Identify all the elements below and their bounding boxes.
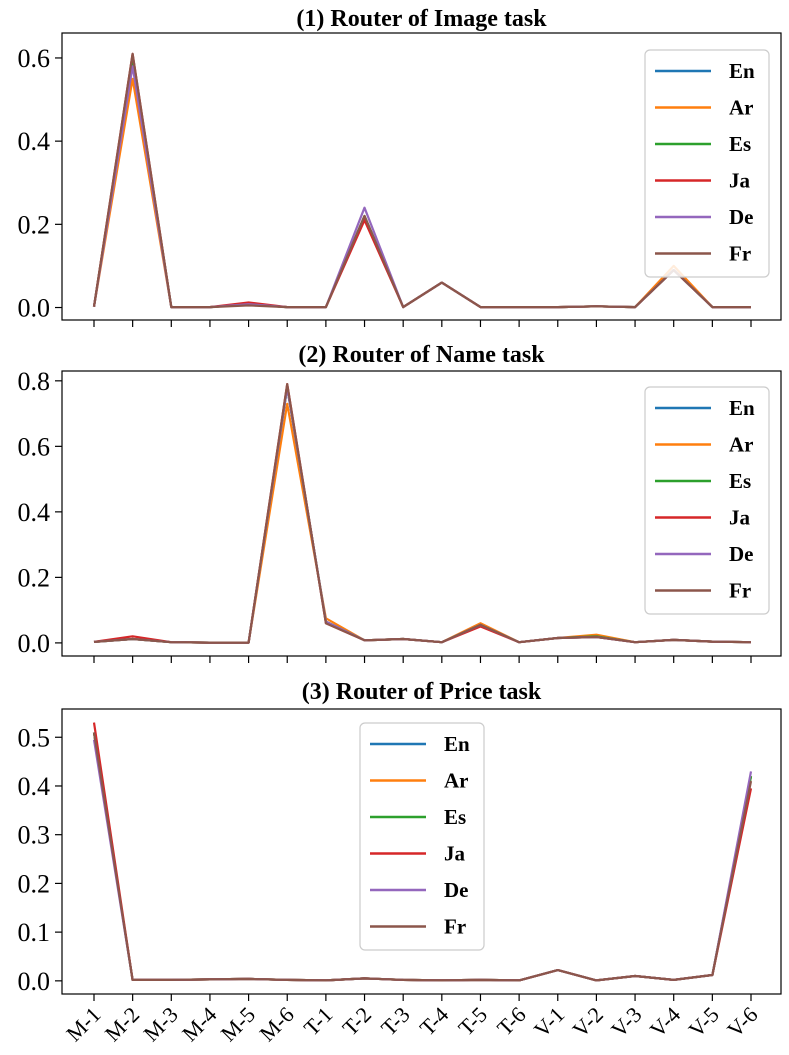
- x-tick-label: V-4: [645, 1002, 685, 1042]
- y-tick-label: 0.4: [18, 127, 51, 156]
- y-tick-label: 0.2: [18, 563, 51, 592]
- x-tick-label: M-3: [138, 1002, 182, 1046]
- x-tick-label: V-6: [722, 1002, 762, 1042]
- x-tick-label: T-3: [376, 1002, 415, 1041]
- subplot-name-task: (2) Router of Name task 0.0 0.2 0.4 0.6 0.8 En…: [18, 342, 782, 663]
- x-tick-label: V-1: [529, 1002, 569, 1042]
- y-tick-label: 0.0: [18, 967, 51, 996]
- x-tick-label: M-1: [61, 1002, 105, 1046]
- axes-frame: [61, 370, 782, 657]
- legend-label-ar: Ar: [729, 433, 754, 457]
- series-line-fr: [92, 52, 751, 309]
- legend-label-es: Es: [444, 805, 466, 829]
- x-tick-label: V-2: [567, 1002, 607, 1042]
- x-tick-label: T-5: [453, 1002, 492, 1041]
- axes-frame: [61, 708, 782, 995]
- legend-label-de: De: [444, 878, 469, 902]
- x-tick-label: M-2: [100, 1002, 144, 1046]
- legend-label-fr: Fr: [729, 579, 751, 603]
- y-tick-label: 0.4: [18, 772, 51, 801]
- y-tick-label: 0.4: [18, 498, 51, 527]
- chart-title: (2) Router of Name task: [298, 342, 545, 368]
- x-tick-label: M-4: [177, 1002, 221, 1046]
- legend-label-es: Es: [729, 132, 751, 156]
- y-tick-label: 0.5: [18, 723, 51, 752]
- x-tick-label: T-4: [415, 1002, 454, 1041]
- legend-label-ja: Ja: [444, 842, 466, 866]
- x-tick-label: M-5: [216, 1002, 260, 1046]
- legend-label-en: En: [444, 732, 470, 756]
- x-tick-label: M-6: [254, 1002, 298, 1046]
- legend-label-fr: Fr: [444, 915, 466, 939]
- legend-label-en: En: [729, 59, 755, 83]
- x-tick-label: V-5: [683, 1002, 723, 1042]
- legend-label-ja: Ja: [729, 169, 751, 193]
- legend: En Ar Es Ja De Fr: [644, 386, 770, 615]
- legend-label-ja: Ja: [729, 506, 751, 530]
- x-tick-label: T-2: [337, 1002, 376, 1041]
- y-tick-label: 0.6: [18, 432, 51, 461]
- x-tick-label: V-3: [606, 1002, 646, 1042]
- legend-label-es: Es: [729, 469, 751, 493]
- legend-label-ar: Ar: [729, 96, 754, 120]
- legend-label-ar: Ar: [444, 769, 469, 793]
- legend: En Ar Es Ja De Fr: [644, 49, 770, 278]
- chart-title: (1) Router of Image task: [296, 6, 547, 32]
- y-tick-label: 0.0: [18, 629, 51, 658]
- subplot-price-task: (3) Router of Price task 0.0 0.1 0.2 0.3 0.4 0…: [18, 679, 782, 1046]
- y-tick-label: 0.3: [18, 821, 51, 850]
- y-tick-label: 0.8: [18, 367, 51, 396]
- legend-label-en: En: [729, 396, 755, 420]
- subplot-image-task: (1) Router of Image task 0.0 0.2 0.4 0.6 En Ar…: [18, 6, 782, 327]
- y-tick-label: 0.0: [18, 294, 51, 323]
- x-tick-label: T-6: [492, 1002, 531, 1041]
- legend-label-fr: Fr: [729, 242, 751, 266]
- legend: En Ar Es Ja De Fr: [359, 722, 485, 951]
- chart-title: (3) Router of Price task: [302, 679, 542, 705]
- y-tick-label: 0.1: [18, 918, 51, 947]
- y-tick-label: 0.2: [18, 869, 51, 898]
- y-tick-label: 0.2: [18, 210, 51, 239]
- series-line-fr: [92, 732, 753, 982]
- legend-label-de: De: [729, 205, 754, 229]
- series-line-fr: [93, 383, 752, 644]
- x-tick-label: T-1: [299, 1002, 338, 1041]
- legend-label-de: De: [729, 542, 754, 566]
- y-tick-label: 0.6: [18, 44, 51, 73]
- axes-frame: [61, 32, 782, 321]
